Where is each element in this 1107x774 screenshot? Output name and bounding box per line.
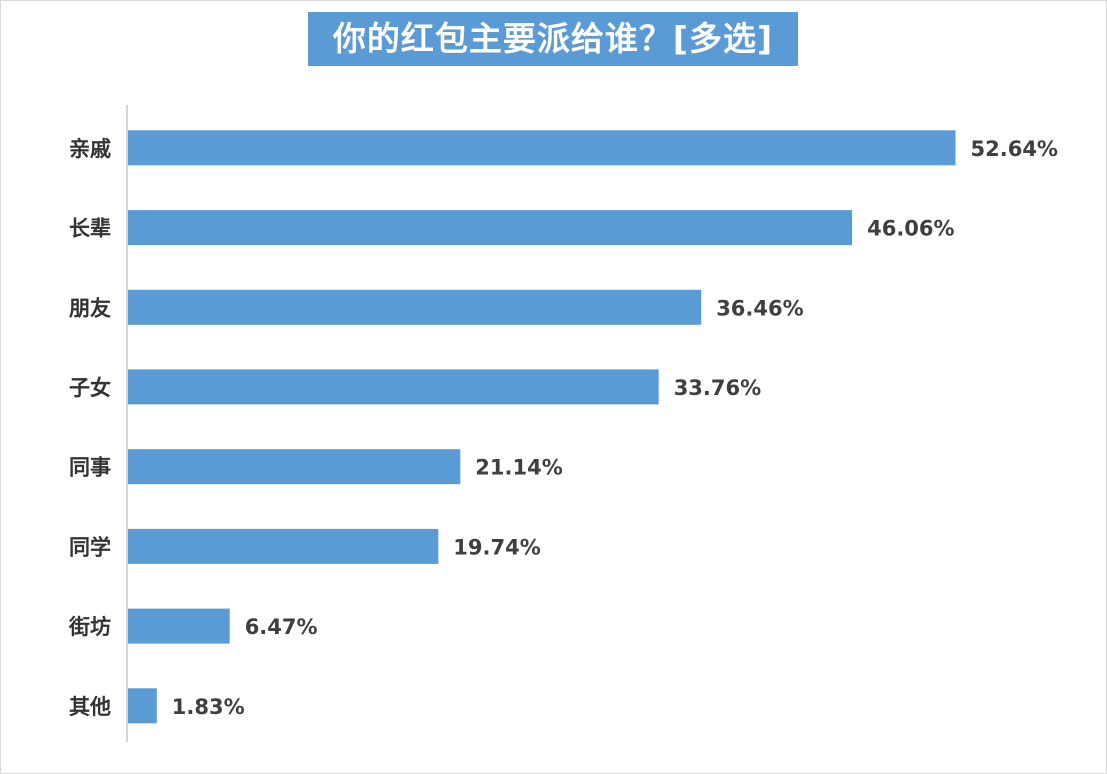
bar-5 (128, 528, 439, 564)
value-label: 36.46% (716, 296, 803, 320)
bar-0 (128, 130, 956, 166)
value-label: 19.74% (453, 535, 540, 559)
value-label: 33.76% (674, 376, 761, 400)
category-label: 朋友 (69, 296, 111, 320)
chart-title: 你的红包主要派给谁？[多选] (308, 12, 798, 66)
value-label: 6.47% (245, 615, 318, 639)
category-label: 街坊 (68, 615, 111, 639)
bar-6 (128, 608, 230, 644)
bar-7 (128, 688, 157, 724)
value-label: 46.06% (867, 217, 954, 241)
category-label: 同学 (69, 535, 111, 559)
category-label: 同事 (69, 456, 111, 480)
category-label: 长辈 (69, 217, 111, 241)
bar-4 (128, 449, 461, 485)
value-label: 52.64% (971, 137, 1058, 161)
bar-1 (128, 210, 853, 246)
bar-3 (128, 369, 659, 405)
category-label: 其他 (69, 695, 111, 719)
bar-2 (128, 289, 702, 325)
value-label: 21.14% (475, 456, 562, 480)
category-label: 亲戚 (69, 137, 111, 161)
value-labels-group: 52.64% 46.06% 36.46% 33.76% 21.14% 19.74% 6.47… (172, 137, 1058, 719)
bars-group (128, 130, 956, 724)
category-label: 子女 (69, 376, 111, 400)
value-label: 1.83% (172, 695, 245, 719)
